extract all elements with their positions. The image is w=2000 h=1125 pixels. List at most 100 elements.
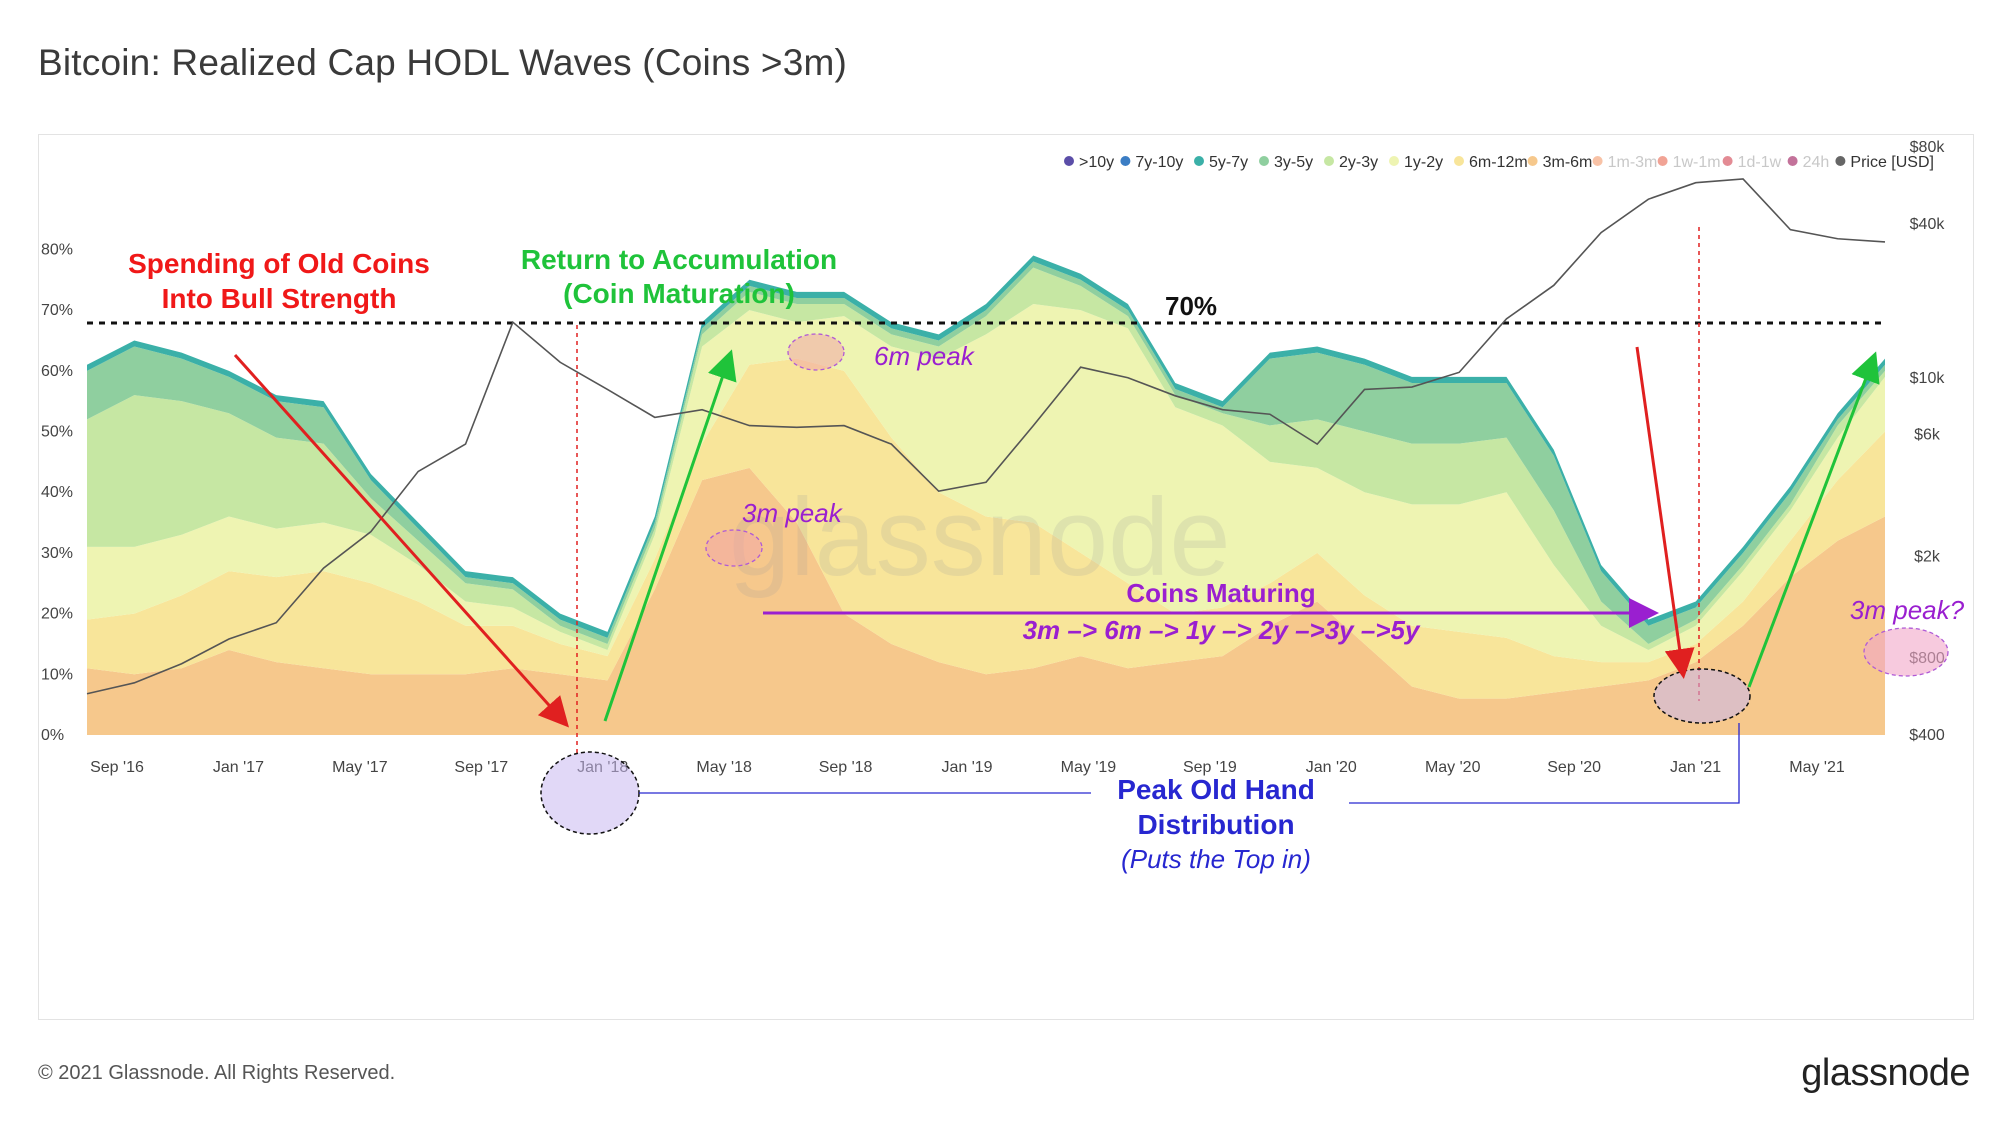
coins-maturing-subtitle: 3m –> 6m –> 1y –> 2y –>3y –>5y [1023,615,1421,645]
legend-swatch [1657,156,1668,166]
y-right-tick: $10k [1910,370,1946,387]
y-right-tick: $80k [1910,139,1946,156]
legend-swatch [1722,156,1733,166]
y-axis-right: $400$800$2k$6k$10k$40k$80k [1909,139,1945,744]
watermark: glassnode [729,476,1231,599]
legend-item[interactable]: 3y-5y [1259,154,1313,171]
legend-swatch [1324,156,1334,166]
x-tick: Sep '20 [1547,759,1601,776]
legend-label: 6m-12m [1469,154,1528,171]
x-tick: Jan '17 [213,759,264,776]
x-tick: Jan '19 [941,759,992,776]
y-right-tick: $6k [1914,426,1941,443]
legend-label: 1m-3m [1608,154,1658,171]
accumulation-label-line1: Return to Accumulation [521,244,837,275]
x-tick: May '20 [1425,759,1481,776]
legend-label: >10y [1079,154,1114,171]
legend-item[interactable]: >10y [1064,154,1114,171]
y-left-tick: 20% [41,606,73,623]
legend-label: 1w-1m [1673,154,1721,171]
legend-swatch [1259,156,1269,166]
peak-3m-label: 3m peak [742,498,844,528]
y-left-tick: 70% [41,302,73,319]
legend-label: 3m-6m [1543,154,1593,171]
legend-item[interactable]: 1y-2y [1389,154,1443,171]
legend-swatch [1194,156,1204,166]
area-6m-12m [87,358,1885,699]
peak-3m-question-label: 3m peak? [1850,595,1965,625]
legend-label: 7y-10y [1135,154,1183,171]
legend-item[interactable]: 5y-7y [1194,154,1248,171]
x-tick: Sep '19 [1183,759,1237,776]
connector-right [1349,723,1740,804]
spending-arrow-2021 [1635,346,1695,679]
legend-label: 1y-2y [1404,154,1443,171]
area-3y-5y [87,261,1885,644]
x-tick: Sep '17 [454,759,508,776]
legend-item[interactable]: 1m-3m [1592,154,1658,171]
price-line [86,178,1886,695]
legend-swatch [1592,156,1603,166]
legend-label: 24h [1803,154,1830,171]
accumulation-arrow-2018 [603,349,737,722]
peak-old-hand-line1: Peak Old Hand [1117,774,1315,805]
legend-swatch [1389,156,1399,166]
x-tick: Sep '16 [90,759,144,776]
glassnode-logo: glassnode [1801,1052,1970,1094]
y-left-tick: 0% [41,727,64,744]
coins-maturing-title: Coins Maturing [1126,578,1315,608]
x-tick: Sep '18 [819,759,873,776]
peak-3m-circle [705,529,763,567]
y-axis-left: 0% 10% 20% 30% 40% 50% 60% 70% 80% [41,241,73,744]
x-tick: May '18 [696,759,752,776]
x-tick: May '21 [1789,759,1845,776]
legend: Price [USD] 24h 1d-1w 1w-1m 1m-3m 3m-6m 6m-12m… [1064,154,1934,171]
y-right-tick: $400 [1909,727,1945,744]
legend-swatch [1787,156,1798,166]
legend-label: 1d-1w [1738,154,1782,171]
peak-6m-label: 6m peak [874,341,976,371]
x-tick: Jan '20 [1306,759,1357,776]
old-hand-circle-2021 [1653,668,1751,724]
legend-item[interactable]: 1w-1m [1657,154,1721,171]
puts-top-label: (Puts the Top in) [1121,844,1311,874]
legend-swatch [1120,156,1131,166]
y-left-tick: 80% [41,241,73,258]
accumulation-label-line2: (Coin Maturation) [563,278,795,309]
legend-swatch [1454,156,1464,166]
legend-item[interactable]: 24h [1787,154,1830,171]
legend-label: 3y-5y [1274,154,1313,171]
x-tick: May '17 [332,759,388,776]
legend-item[interactable]: 1d-1w [1722,154,1782,171]
y-left-tick: 50% [41,424,73,441]
area-2y-3y [87,267,1885,651]
legend-item[interactable]: 7y-10y [1120,154,1183,171]
y-right-tick: $40k [1910,216,1946,233]
peak-6m-circle [787,333,845,371]
y-left-tick: 30% [41,545,73,562]
old-hand-circle-2018 [540,751,640,835]
spending-label-line2: Into Bull Strength [162,283,397,314]
legend-item[interactable]: 3m-6m [1527,154,1593,171]
legend-label: 2y-3y [1339,154,1378,171]
accumulation-arrow-2021 [1747,351,1880,688]
x-tick: Jan '21 [1670,759,1721,776]
y-right-tick: $2k [1914,548,1941,565]
y-left-tick: 10% [41,666,73,683]
peak-3m-question-circle [1863,627,1949,677]
legend-item[interactable]: 6m-12m [1454,154,1528,171]
legend-item[interactable]: Price [USD] [1835,154,1934,171]
hodl-waves-chart: glassnode 0% 10% 20% 30% 40% 50% 60% 70% 80% $40… [41,139,1965,874]
legend-swatch [1835,156,1846,166]
x-tick: May '19 [1061,759,1117,776]
page-title: Bitcoin: Realized Cap HODL Waves (Coins … [38,42,848,83]
legend-label: Price [USD] [1850,154,1934,171]
area-1y-2y [87,304,1885,663]
legend-item[interactable]: 2y-3y [1324,154,1378,171]
y-left-tick: 60% [41,363,73,380]
reference-line-label: 70% [1165,291,1217,321]
y-left-tick: 40% [41,484,73,501]
legend-swatch [1064,156,1074,166]
legend-swatch [1527,156,1538,166]
